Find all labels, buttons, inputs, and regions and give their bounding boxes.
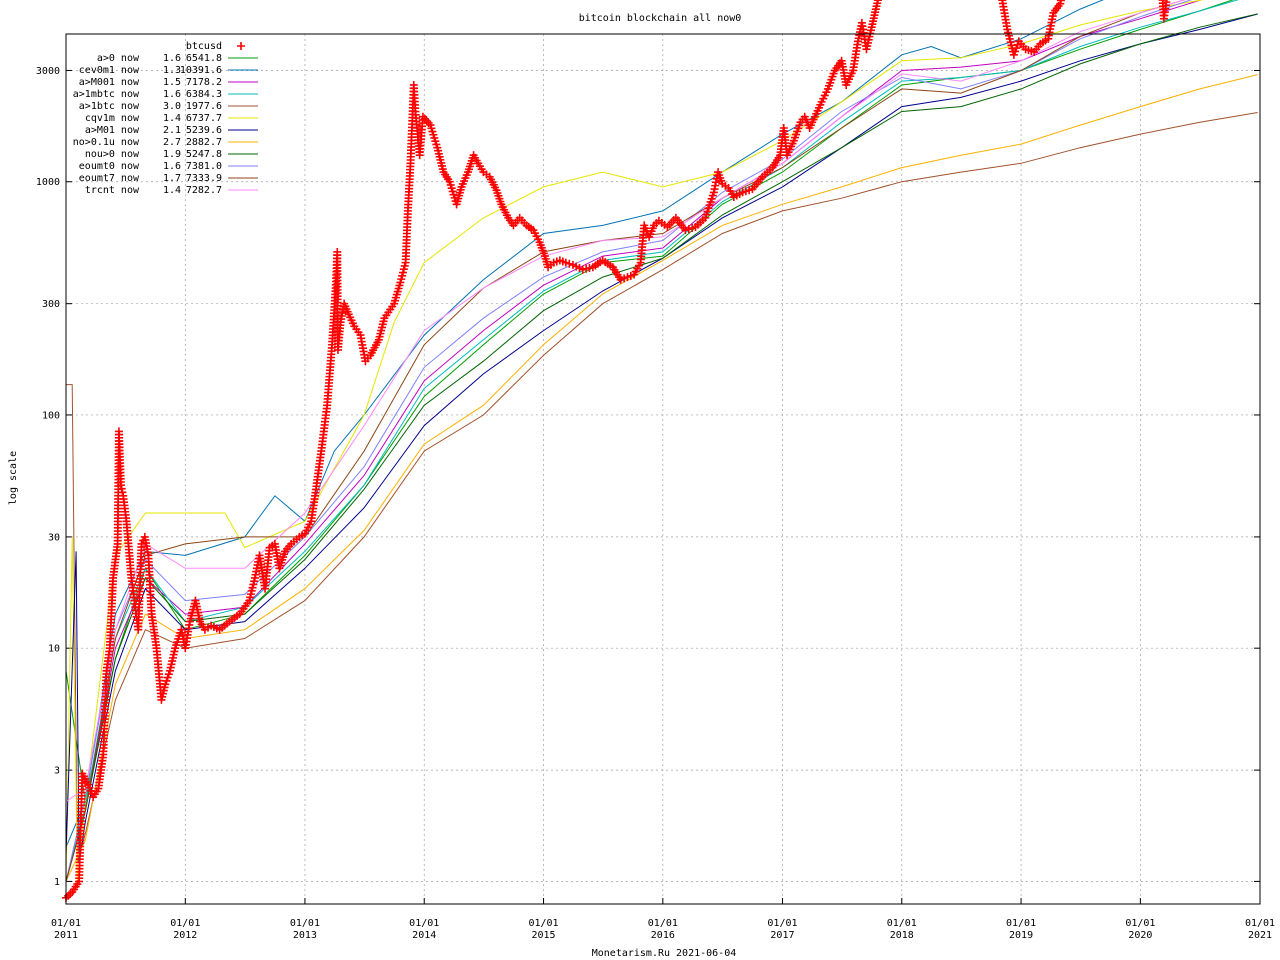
legend-series-value: 7381.0 xyxy=(186,161,222,172)
legend-series-k: 1.3 xyxy=(163,65,181,76)
x-tick-year: 2012 xyxy=(173,930,197,941)
legend-series-k: 1.6 xyxy=(163,161,181,172)
legend-series-k: 1.5 xyxy=(163,77,181,88)
series-line-8 xyxy=(65,13,1258,882)
x-tick-label: 01/01 xyxy=(1245,918,1275,929)
y-tick-label: 1 xyxy=(54,877,60,888)
legend-series-value: 6541.8 xyxy=(186,53,222,64)
chart-footer: Monetarism.Ru 2021-06-04 xyxy=(592,948,737,959)
chart-title: bitcoin blockchain all now0 xyxy=(579,13,742,24)
x-tick-year: 2019 xyxy=(1009,930,1033,941)
x-tick-label: 01/01 xyxy=(767,918,797,929)
x-tick-label: 01/01 xyxy=(887,918,917,929)
legend-series-value: 5247.8 xyxy=(186,149,222,160)
legend-series-k: 1.4 xyxy=(163,185,181,196)
series-line-1 xyxy=(65,0,1104,848)
legend-series-name: no>0.1u now xyxy=(73,137,140,148)
x-tick-year: 2020 xyxy=(1128,930,1152,941)
series-line-9 xyxy=(65,0,1193,882)
series-lines xyxy=(65,0,1258,882)
legend-series-k: 2.7 xyxy=(163,137,181,148)
btc-point xyxy=(561,258,570,267)
x-tick-year: 2015 xyxy=(531,930,555,941)
legend-series-k: 2.1 xyxy=(163,125,181,136)
legend-series-name: trcnt now xyxy=(85,185,140,196)
x-axis-ticks: 01/01201101/01201201/01201301/01201401/0… xyxy=(51,918,1275,941)
x-tick-year: 2016 xyxy=(651,930,675,941)
legend-series-name: nou>0 now xyxy=(85,149,140,160)
legend-series-value: 1977.6 xyxy=(186,101,222,112)
series-line-4 xyxy=(66,112,1258,864)
x-tick-year: 2017 xyxy=(770,930,794,941)
y-tick-label: 3000 xyxy=(36,66,60,77)
legend-series-k: 3.0 xyxy=(163,101,181,112)
legend-series-k: 1.7 xyxy=(163,173,181,184)
series-line-6 xyxy=(65,13,1258,863)
x-tick-year: 2014 xyxy=(412,930,436,941)
legend-series-value: 2882.7 xyxy=(186,137,222,148)
legend-series-name: a>1btc now xyxy=(79,101,140,112)
legend-series-name: eoumt7 now xyxy=(79,173,140,184)
legend-series-name: a>0 now xyxy=(97,53,140,64)
x-tick-year: 2018 xyxy=(890,930,914,941)
legend-series-value: 6737.7 xyxy=(186,113,222,124)
legend-series-k: 1.4 xyxy=(163,113,181,124)
legend-series-name: a>M01 now xyxy=(85,125,140,136)
series-line-11 xyxy=(65,0,1186,802)
legend: btcusd a>0 now 1.6 6541.8 cev0m1 now 1.310391… xyxy=(73,41,258,196)
y-tick-label: 30 xyxy=(48,532,60,543)
legend-series-name: a>M001 now xyxy=(79,77,140,88)
y-tick-label: 100 xyxy=(42,410,60,421)
legend-series-k: 1.6 xyxy=(163,53,181,64)
series-line-5 xyxy=(65,0,1204,882)
y-tick-label: 300 xyxy=(42,299,60,310)
legend-label-btcusd: btcusd xyxy=(186,41,222,52)
series-line-3 xyxy=(65,0,1239,882)
y-axis-ticks: 1310301003001000300010000 xyxy=(36,66,60,888)
x-tick-label: 01/01 xyxy=(170,918,200,929)
legend-series-value: 5239.6 xyxy=(186,125,222,136)
x-tick-label: 01/01 xyxy=(409,918,439,929)
btc-points xyxy=(62,0,1171,902)
x-tick-year: 2021 xyxy=(1248,930,1272,941)
legend-swatch-btcusd xyxy=(237,42,245,50)
legend-series-value: 7282.7 xyxy=(186,185,222,196)
x-tick-year: 2013 xyxy=(293,930,317,941)
grid xyxy=(65,34,1261,904)
y-axis-label: log scale xyxy=(8,451,19,505)
series-line-0 xyxy=(65,0,1234,802)
btc-point xyxy=(1166,0,1168,3)
legend-series-value: 7178.2 xyxy=(186,77,222,88)
btc-point xyxy=(565,259,574,268)
legend-series-value: 7333.9 xyxy=(186,173,222,184)
legend-series-name: cev0m1 now xyxy=(79,65,140,76)
legend-series-value: 6384.3 xyxy=(186,89,222,100)
legend-series-k: 1.6 xyxy=(163,89,181,100)
series-line-2 xyxy=(65,0,1203,882)
legend-series-value: 10391.6 xyxy=(180,65,222,76)
y-tick-label: 3 xyxy=(54,766,60,777)
y-tick-label: 1000 xyxy=(36,177,60,188)
x-tick-label: 01/01 xyxy=(290,918,320,929)
legend-series-name: a>1mbtc now xyxy=(73,89,140,100)
legend-series-k: 1.9 xyxy=(163,149,181,160)
x-tick-label: 01/01 xyxy=(1125,918,1155,929)
y-tick-label: 10 xyxy=(48,644,60,655)
x-tick-label: 01/01 xyxy=(648,918,678,929)
btc-point xyxy=(137,539,146,548)
x-tick-label: 01/01 xyxy=(1006,918,1036,929)
x-tick-label: 01/01 xyxy=(528,918,558,929)
series-line-7 xyxy=(65,74,1258,882)
series-line-10 xyxy=(65,0,1186,882)
legend-series-name: eoumt0 now xyxy=(79,161,140,172)
x-tick-year: 2011 xyxy=(54,930,78,941)
legend-series-name: cqv1m now xyxy=(85,113,140,124)
plot-frame xyxy=(65,33,1261,905)
x-tick-label: 01/01 xyxy=(51,918,81,929)
